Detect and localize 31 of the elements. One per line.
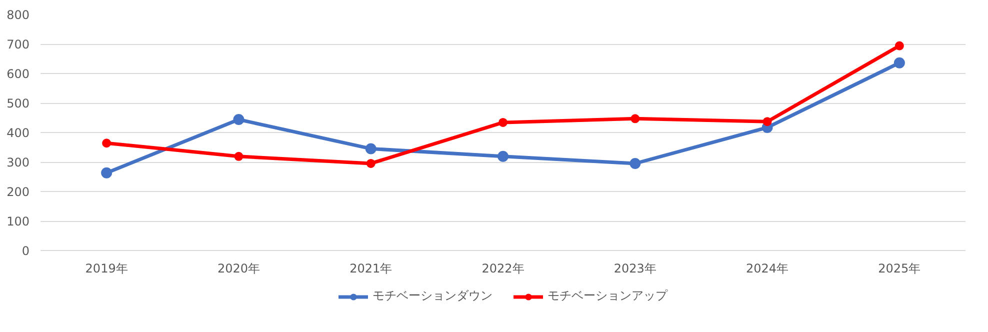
- x-tick-label: 2021年: [350, 262, 392, 276]
- y-tick-label: 600: [6, 67, 30, 81]
- point: [365, 143, 376, 154]
- point: [630, 158, 641, 169]
- point: [894, 57, 905, 68]
- y-tick-label: 100: [6, 214, 30, 228]
- point: [101, 167, 112, 178]
- y-tick-label: 700: [6, 38, 30, 52]
- point: [498, 150, 508, 162]
- point: [762, 117, 772, 126]
- x-tick-label: 2022年: [482, 262, 524, 276]
- x-tick-label: 2019年: [85, 262, 128, 276]
- y-tick-label: 200: [6, 185, 30, 199]
- legend-label: モチベーションアップ: [548, 288, 668, 304]
- point: [233, 114, 244, 126]
- point: [102, 138, 112, 148]
- point: [894, 41, 904, 50]
- y-tick-label: 0: [22, 244, 30, 258]
- y-tick-label: 800: [6, 8, 30, 22]
- point: [366, 158, 376, 168]
- x-tick-label: 2024年: [746, 262, 789, 276]
- point: [498, 118, 508, 127]
- y-tick-label: 300: [6, 156, 30, 170]
- point: [234, 152, 244, 161]
- x-tick-label: 2020年: [217, 262, 260, 276]
- y-tick-label: 400: [6, 126, 30, 140]
- x-tick-label: 2023年: [614, 262, 656, 276]
- x-tick-label: 2025年: [878, 262, 921, 276]
- y-tick-label: 500: [6, 96, 30, 110]
- point: [630, 114, 640, 124]
- legend-label: モチベーションダウン: [372, 288, 492, 304]
